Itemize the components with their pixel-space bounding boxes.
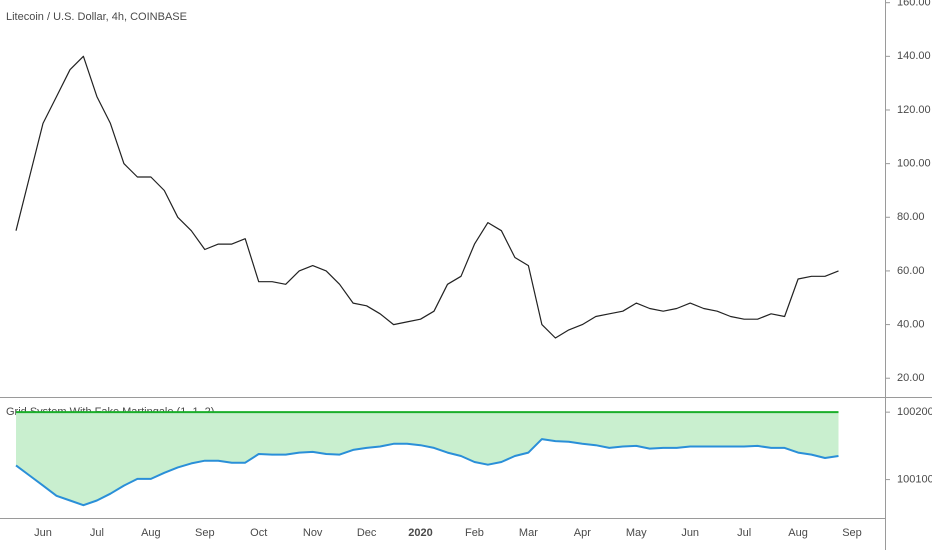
x-tick-label: Oct (250, 527, 267, 539)
y-tick-label: 40.00 (897, 318, 925, 330)
x-tick-label: Sep (195, 527, 215, 539)
chart-title: Litecoin / U.S. Dollar, 4h, COINBASE (6, 11, 187, 23)
profit-area (16, 412, 839, 506)
y-tick-label: 100200.00 (897, 406, 932, 418)
x-tick-label: Aug (788, 527, 808, 539)
x-tick-label: Apr (574, 527, 591, 539)
y-tick-label: 160.00 (897, 0, 931, 9)
x-tick-label: Aug (141, 527, 161, 539)
series-line (15, 55, 839, 339)
y-tick-label: 80.00 (897, 211, 925, 223)
x-tick-label: Feb (465, 527, 484, 539)
x-tick-label: Jun (34, 527, 52, 539)
y-tick-label: 120.00 (897, 104, 931, 116)
y-tick-label: 100100.00 (897, 473, 932, 485)
y-tick-label: 100.00 (897, 158, 931, 170)
y-tick-label: 60.00 (897, 265, 925, 277)
x-tick-label: Jun (681, 527, 699, 539)
y-tick-label: 20.00 (897, 372, 925, 384)
y-tick-label: 140.00 (897, 50, 931, 62)
x-tick-label: Nov (303, 527, 323, 539)
x-tick-label: Jul (90, 527, 104, 539)
x-tick-label: Jul (737, 527, 751, 539)
x-tick-label: May (626, 527, 647, 539)
series-line (15, 438, 839, 507)
x-tick-label: Sep (842, 527, 862, 539)
x-tick-label: 2020 (408, 527, 432, 539)
x-tick-label: Dec (357, 527, 377, 539)
x-tick-label: Mar (519, 527, 538, 539)
